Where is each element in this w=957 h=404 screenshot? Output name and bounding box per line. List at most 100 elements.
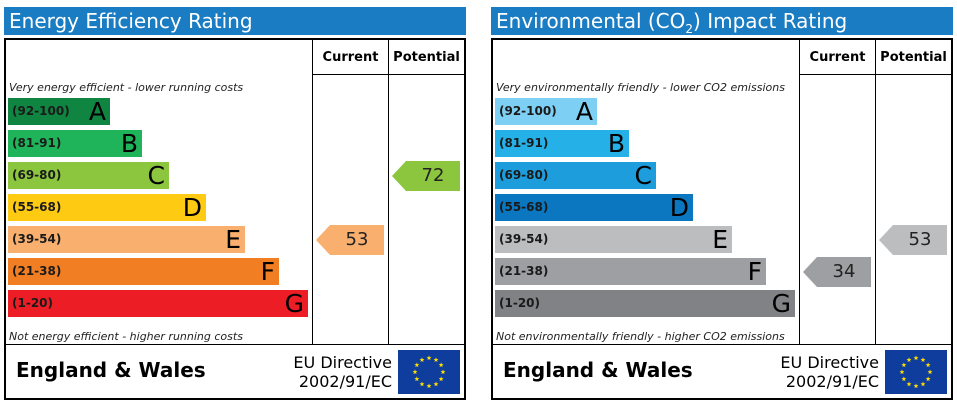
directive-line-2: 2002/91/EC bbox=[785, 372, 879, 391]
rating-band-f: (21-38) F bbox=[8, 258, 279, 285]
footer-divider bbox=[493, 344, 951, 345]
column-divider bbox=[388, 40, 389, 344]
band-letter-label: E bbox=[712, 225, 728, 254]
flag-star bbox=[925, 362, 931, 368]
rating-band-d: (55-68) D bbox=[495, 194, 693, 221]
potential-rating-value: 72 bbox=[421, 164, 445, 186]
band-range-label: (92-100) bbox=[499, 104, 557, 118]
potential-rating-value: 53 bbox=[908, 228, 932, 250]
band-range-label: (69-80) bbox=[499, 168, 549, 182]
flag-star bbox=[426, 383, 432, 389]
flag-star bbox=[419, 357, 425, 362]
column-divider bbox=[312, 40, 313, 344]
band-letter-label: D bbox=[669, 193, 689, 222]
band-range-label: (55-68) bbox=[499, 200, 549, 214]
rating-band-f: (21-38) F bbox=[495, 258, 766, 285]
current-rating-arrow: 53 bbox=[316, 224, 384, 255]
band-letter-label: A bbox=[575, 97, 593, 126]
band-letter-label: G bbox=[771, 289, 791, 318]
rating-band-a: (92-100) A bbox=[8, 98, 110, 125]
current-rating-value: 53 bbox=[345, 228, 369, 250]
current-rating-arrow: 34 bbox=[803, 256, 871, 287]
band-range-label: (21-38) bbox=[499, 264, 549, 278]
potential-rating-arrow: 53 bbox=[879, 224, 947, 255]
rating-frame: Current Potential Very environmentally f… bbox=[491, 38, 953, 400]
current-rating-value: 34 bbox=[832, 260, 856, 282]
eu-directive: EU Directive 2002/91/EC bbox=[282, 353, 392, 391]
band-letter-label: B bbox=[120, 129, 138, 158]
flag-star bbox=[438, 362, 444, 368]
flag-star bbox=[412, 369, 418, 375]
potential-column-header: Potential bbox=[880, 50, 947, 65]
bottom-note: Not energy efficient - higher running co… bbox=[9, 330, 243, 343]
band-range-label: (39-54) bbox=[12, 232, 62, 246]
band-letter-label: C bbox=[634, 161, 652, 190]
rating-band-a: (92-100) A bbox=[495, 98, 597, 125]
band-letter-label: D bbox=[182, 193, 202, 222]
rating-band-g: (1-20) G bbox=[495, 290, 795, 317]
band-letter-label: B bbox=[607, 129, 625, 158]
band-letter-label: F bbox=[747, 257, 762, 286]
flag-star bbox=[913, 383, 919, 389]
band-letter-label: E bbox=[225, 225, 241, 254]
rating-band-c: (69-80) C bbox=[8, 162, 169, 189]
eu-flag-icon bbox=[885, 350, 947, 394]
flag-star bbox=[901, 362, 907, 368]
flag-star bbox=[414, 362, 420, 368]
rating-band-g: (1-20) G bbox=[8, 290, 308, 317]
rating-band-b: (81-91) B bbox=[8, 130, 142, 157]
eu-directive: EU Directive 2002/91/EC bbox=[769, 353, 879, 391]
potential-column-header: Potential bbox=[393, 50, 460, 65]
rating-band-b: (81-91) B bbox=[495, 130, 629, 157]
directive-line-1: EU Directive bbox=[780, 353, 879, 372]
panel-title: Environmental (CO2) Impact Rating bbox=[491, 7, 953, 36]
flag-star bbox=[414, 376, 420, 382]
band-range-label: (55-68) bbox=[12, 200, 62, 214]
band-range-label: (39-54) bbox=[499, 232, 549, 246]
rating-band-c: (69-80) C bbox=[495, 162, 656, 189]
eu-flag-icon bbox=[398, 350, 460, 394]
band-letter-label: C bbox=[147, 161, 165, 190]
flag-star bbox=[901, 376, 907, 382]
flag-star bbox=[433, 357, 439, 362]
column-divider bbox=[799, 40, 800, 344]
band-range-label: (69-80) bbox=[12, 168, 62, 182]
flag-star bbox=[920, 357, 926, 362]
top-note: Very energy efficient - lower running co… bbox=[9, 81, 244, 94]
flag-star bbox=[419, 381, 425, 387]
band-range-label: (92-100) bbox=[12, 104, 70, 118]
flag-star bbox=[426, 355, 432, 361]
rating-band-e: (39-54) E bbox=[8, 226, 245, 253]
column-divider bbox=[875, 40, 876, 344]
band-range-label: (1-20) bbox=[12, 296, 53, 310]
flag-star bbox=[913, 355, 919, 361]
current-column-header: Current bbox=[322, 50, 379, 65]
footer-divider bbox=[6, 344, 464, 345]
top-note: Very environmentally friendly - lower CO… bbox=[496, 81, 785, 94]
region-label: England & Wales bbox=[16, 358, 206, 382]
band-range-label: (21-38) bbox=[12, 264, 62, 278]
rating-band-e: (39-54) E bbox=[495, 226, 732, 253]
flag-star bbox=[899, 369, 905, 375]
flag-star bbox=[920, 381, 926, 387]
energy-efficiency-panel: Energy Efficiency Rating Current Potenti… bbox=[4, 0, 466, 404]
flag-star bbox=[433, 381, 439, 387]
flag-star bbox=[925, 376, 931, 382]
region-label: England & Wales bbox=[503, 358, 693, 382]
band-range-label: (81-91) bbox=[12, 136, 62, 150]
bottom-note: Not environmentally friendly - higher CO… bbox=[496, 330, 785, 343]
band-letter-label: F bbox=[260, 257, 275, 286]
environmental-impact-panel: Environmental (CO2) Impact Rating Curren… bbox=[491, 0, 953, 404]
band-letter-label: G bbox=[284, 289, 304, 318]
flag-star bbox=[906, 381, 912, 387]
rating-frame: Current Potential Very energy efficient … bbox=[4, 38, 466, 400]
flag-star bbox=[906, 357, 912, 362]
panel-title: Energy Efficiency Rating bbox=[4, 7, 466, 35]
band-range-label: (1-20) bbox=[499, 296, 540, 310]
flag-star bbox=[438, 376, 444, 382]
rating-band-d: (55-68) D bbox=[8, 194, 206, 221]
header-divider bbox=[312, 74, 466, 75]
header-divider bbox=[799, 74, 953, 75]
band-range-label: (81-91) bbox=[499, 136, 549, 150]
potential-rating-arrow: 72 bbox=[392, 160, 460, 191]
